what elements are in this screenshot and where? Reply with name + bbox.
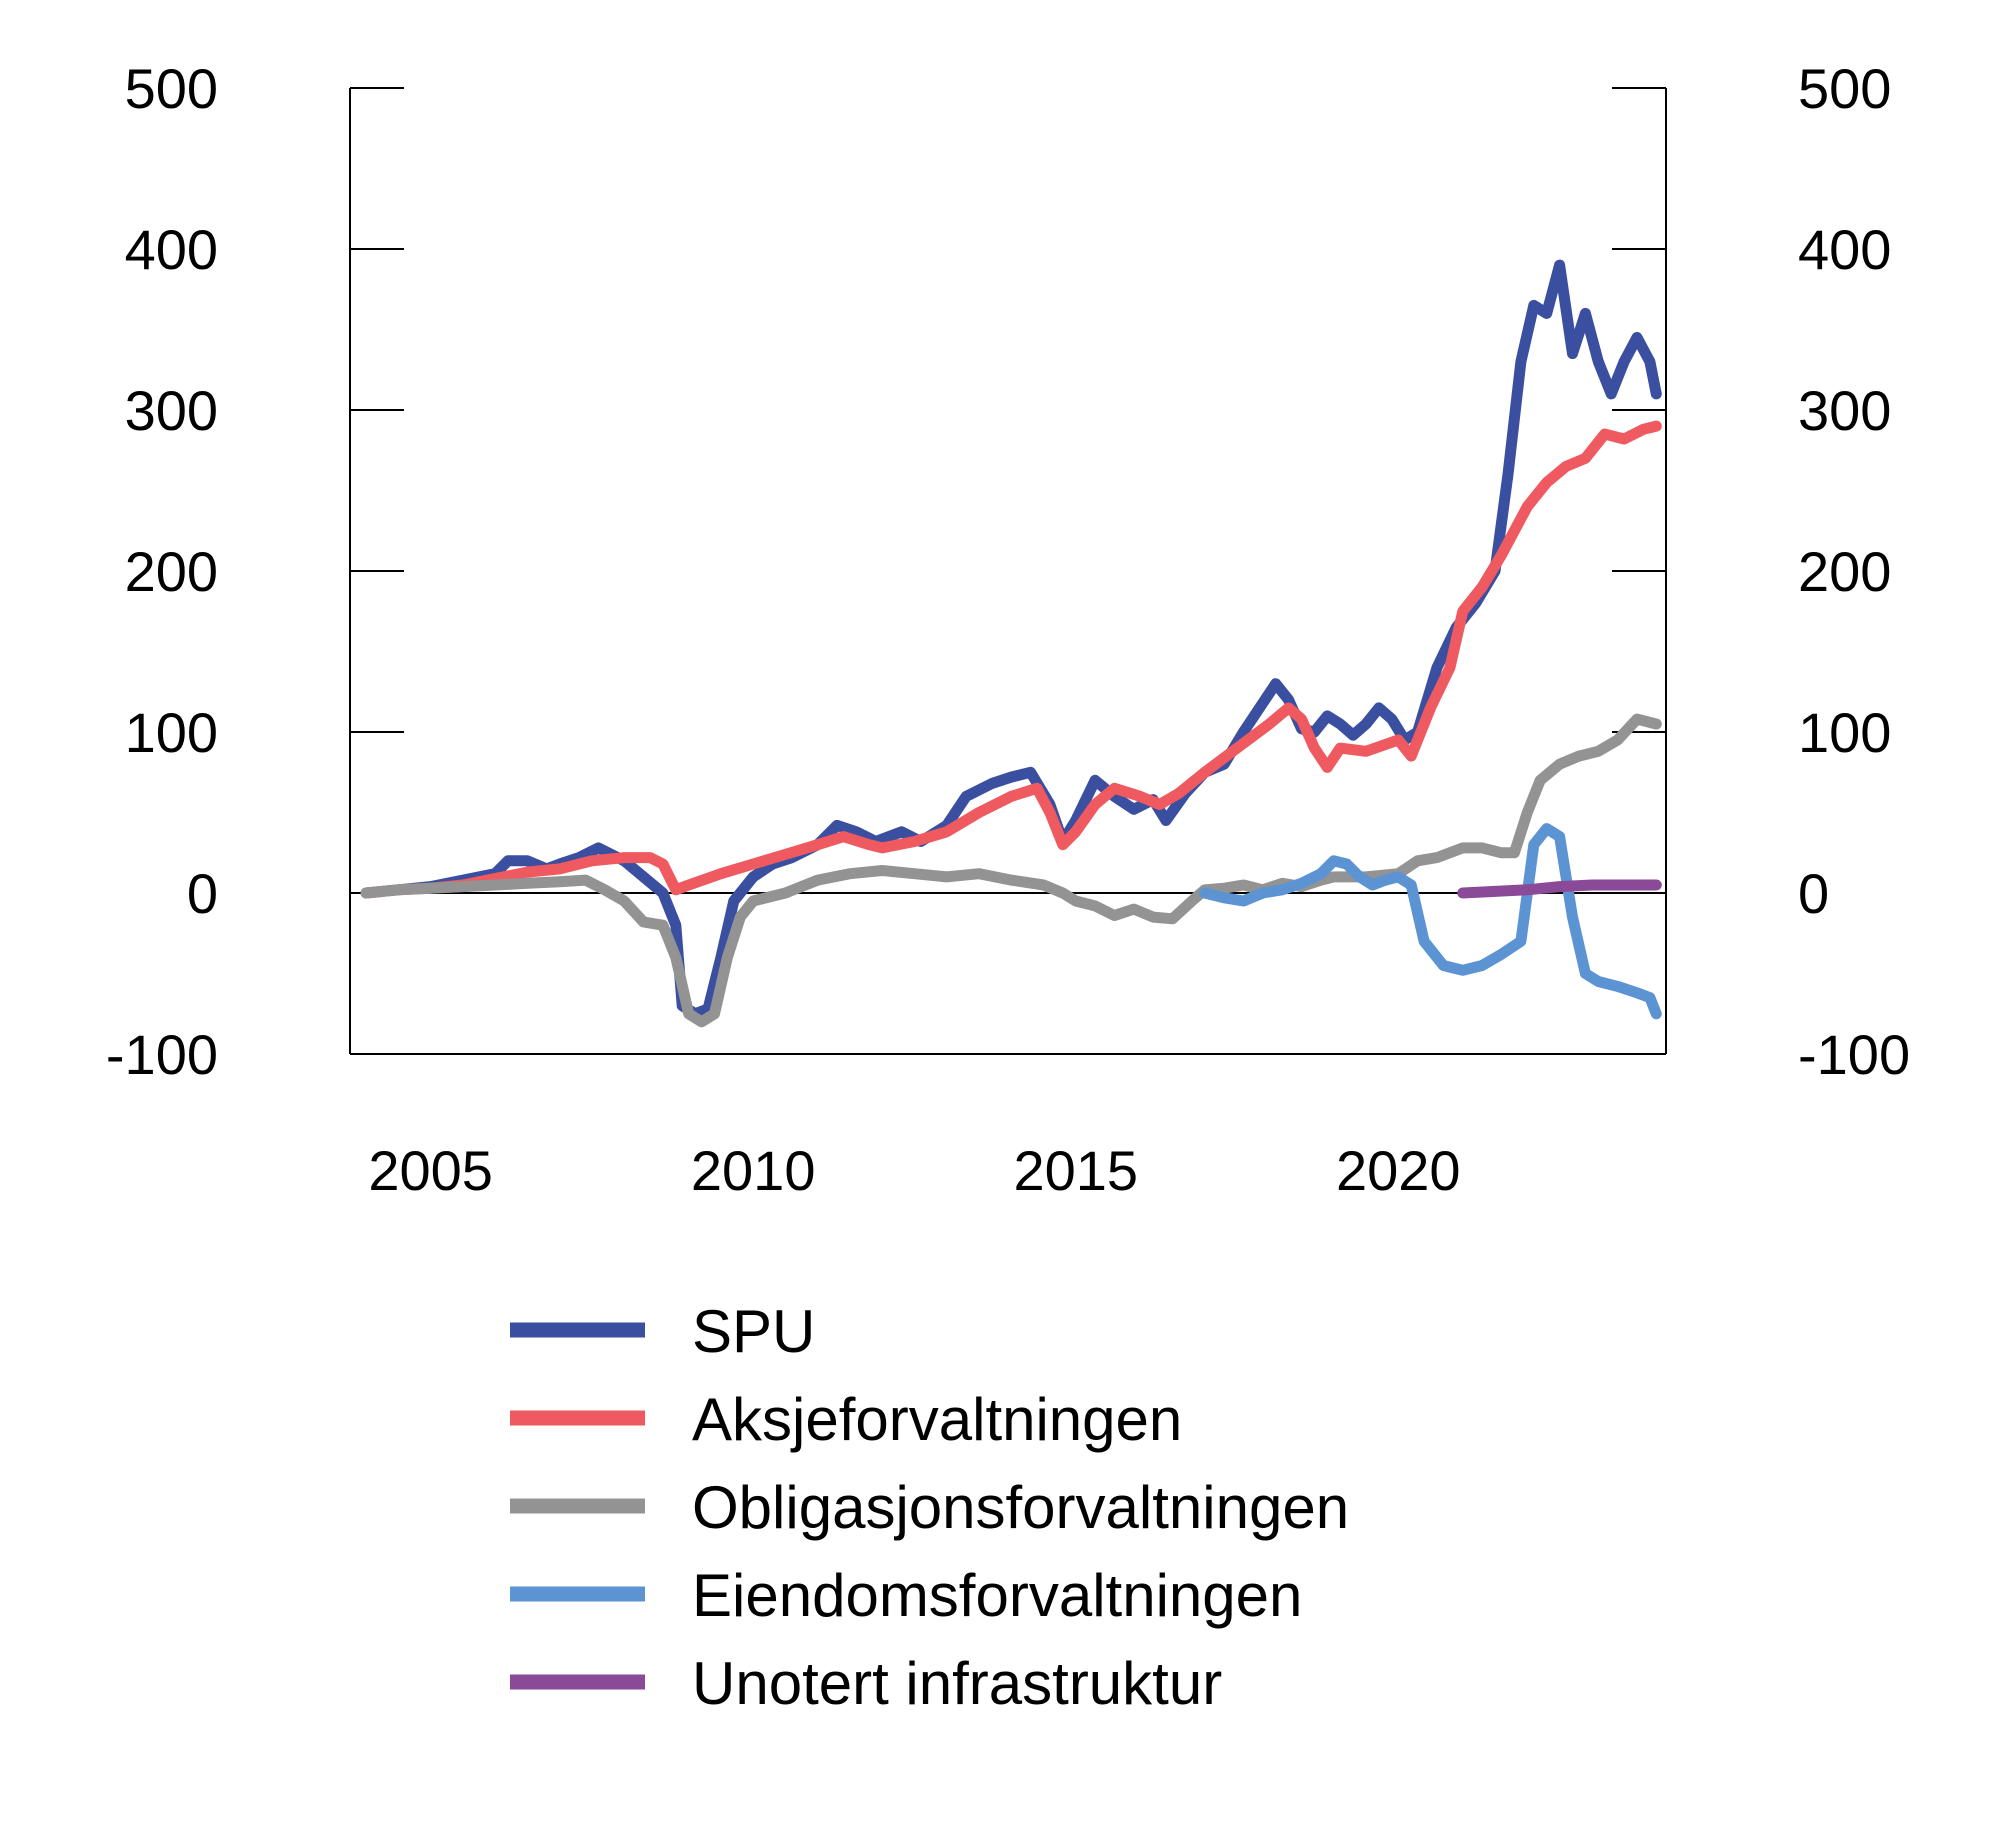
series-line-aksjeforvaltningen [360, 420, 1662, 899]
y-tick-label-left: 400 [125, 218, 218, 281]
series-line-spu [360, 259, 1662, 1020]
y-tick-label-right: 0 [1798, 862, 1829, 925]
y-tick-label-right: 500 [1798, 57, 1891, 120]
legend: SPU Aksjeforvaltningen Obligasjonsforvaltn… [510, 1298, 1349, 1717]
axis-ticks [350, 87, 1666, 1055]
legend-label-obligasjonsforvaltningen: Obligasjonsforvaltningen [692, 1474, 1349, 1541]
x-tick-label: 2015 [1013, 1139, 1138, 1202]
y-tick-label-right: 100 [1798, 701, 1891, 764]
y-tick-label-right: -100 [1798, 1023, 1910, 1086]
legend-label-eiendomsforvaltningen: Eiendomsforvaltningen [692, 1562, 1302, 1629]
y-tick-label-left: 300 [125, 379, 218, 442]
y-tick-label-left: 0 [187, 862, 218, 925]
y-tick-label-left: 500 [125, 57, 218, 120]
tick-labels: -100 -100 0 0 100 100 200 200 300 300 400 400 500 500… [106, 57, 1910, 1202]
series-line-obligasjonsforvaltningen [360, 713, 1662, 1028]
series-lines [360, 259, 1662, 1028]
legend-label-aksjeforvaltningen: Aksjeforvaltningen [692, 1386, 1182, 1453]
y-tick-label-left: 200 [125, 540, 218, 603]
legend-label-unotert-infrastruktur: Unotert infrastruktur [692, 1650, 1222, 1717]
y-tick-label-right: 300 [1798, 379, 1891, 442]
y-tick-label-left: 100 [125, 701, 218, 764]
y-tick-label-right: 400 [1798, 218, 1891, 281]
y-tick-label-right: 200 [1798, 540, 1891, 603]
series-line-unotert-infrastruktur [1457, 879, 1662, 899]
series-line-eiendomsforvaltningen [1199, 823, 1662, 1020]
x-tick-label: 2010 [691, 1139, 816, 1202]
x-tick-label: 2020 [1336, 1139, 1461, 1202]
x-tick-label: 2005 [368, 1139, 493, 1202]
plot-frame [349, 88, 1667, 1055]
legend-label-spu: SPU [692, 1298, 815, 1365]
y-tick-label-left: -100 [106, 1023, 218, 1086]
